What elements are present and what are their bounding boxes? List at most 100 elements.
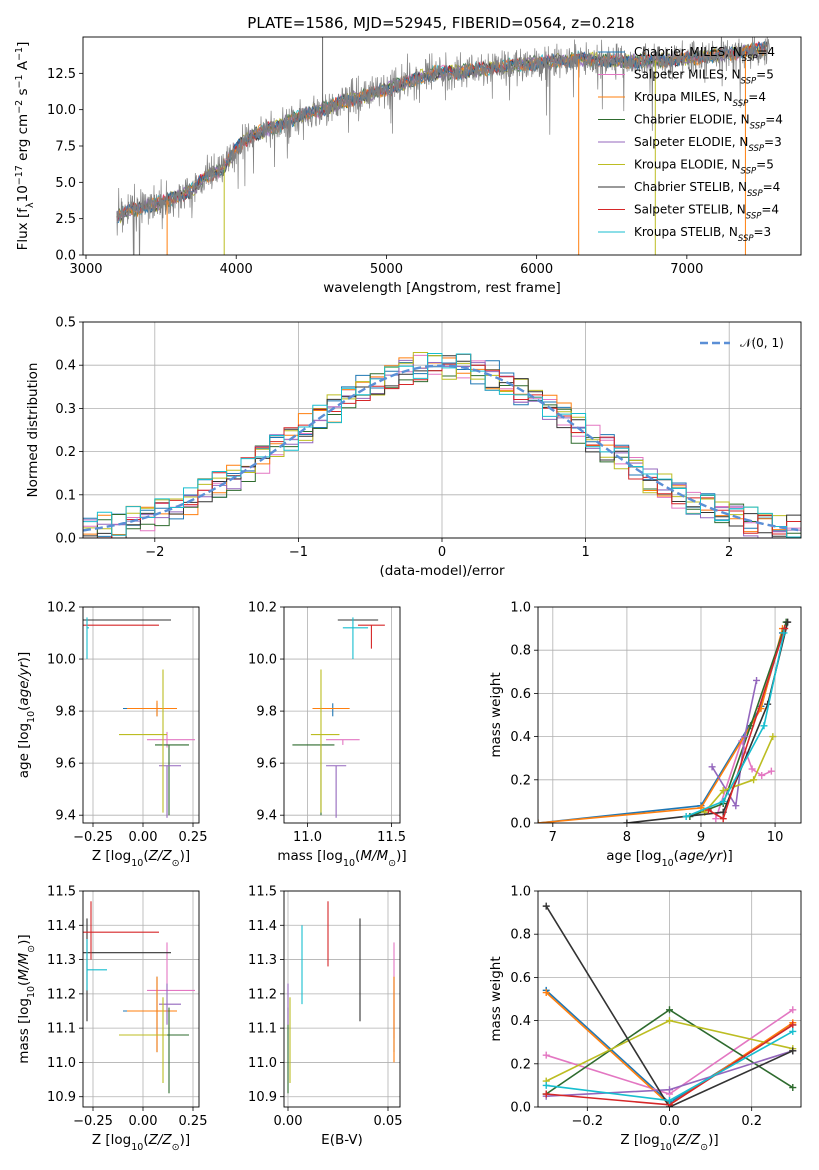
legend-entry: 𝒩(0, 1) xyxy=(740,336,784,350)
massweight_vs_Z-y-label: mass weight xyxy=(488,956,504,1041)
age_vs_mass-axes: 11.0 11.5 9.4 9.6 9.8 10.0 10.2 xyxy=(248,601,406,846)
legend-entry: Chabrier ELODIE, NSSP=4 xyxy=(634,113,783,132)
y-tick-label: 7.5 xyxy=(55,140,76,155)
residuals-legend: 𝒩(0, 1) xyxy=(700,336,784,350)
residual-histogram-step xyxy=(83,353,801,538)
residuals-frame xyxy=(82,321,802,539)
y-tick-label: 0.8 xyxy=(510,928,531,943)
x-tick-label: 8 xyxy=(623,830,631,845)
mass-weight-marker xyxy=(542,1090,550,1098)
y-tick-label: 11.4 xyxy=(248,919,277,934)
y-tick-label: 0.0 xyxy=(510,1101,531,1116)
x-tick-label: 2 xyxy=(725,545,733,560)
x-tick-label: 4000 xyxy=(220,262,253,277)
residuals-plot xyxy=(83,352,801,538)
mass_vs_ebv-plot xyxy=(287,901,395,1094)
mass-weight-marker xyxy=(789,1027,797,1035)
x-tick-label: 7000 xyxy=(670,262,703,277)
y-tick-label: 10.0 xyxy=(47,103,76,118)
y-tick-label: 10.0 xyxy=(47,653,76,668)
x-tick-label: 10 xyxy=(767,830,784,845)
y-tick-label: 0.0 xyxy=(55,249,76,264)
spectrum-frame xyxy=(82,36,802,256)
y-tick-label: 1.0 xyxy=(510,885,531,900)
mass_vs_Z-y-label: mass [log10(M/M⊙)] xyxy=(16,934,37,1063)
y-tick-label: 9.6 xyxy=(256,757,277,772)
mass-weight-marker xyxy=(760,722,768,730)
x-tick-label: −1 xyxy=(289,545,308,560)
x-tick-label: 0.0 xyxy=(659,1114,680,1129)
mass-weight-marker xyxy=(542,902,550,910)
mass-weight-marker xyxy=(781,625,789,633)
y-tick-label: 0.4 xyxy=(55,359,76,374)
age_vs_Z-y-label: age [log10(age/yr)] xyxy=(16,652,37,778)
age_vs_Z-x-label: Z [log10(Z/Z⊙)] xyxy=(92,848,190,869)
y-tick-label: 0.2 xyxy=(55,445,76,460)
y-tick-label: 11.3 xyxy=(47,953,76,968)
residuals-y-label: Normed distribution xyxy=(25,363,41,498)
x-tick-label: 0.00 xyxy=(129,830,158,845)
x-tick-label: −0.2 xyxy=(572,1114,604,1129)
spectrum-legend: Chabrier MILES, NSSP=4 Salpeter MILES, NS… xyxy=(598,45,783,244)
mass-weight-marker xyxy=(712,815,720,823)
legend-entry: Salpeter ELODIE, NSSP=3 xyxy=(634,135,782,154)
mass-weight-marker xyxy=(719,815,727,823)
spectrum-x-label: wavelength [Angstrom, rest frame] xyxy=(323,280,561,296)
y-tick-label: 0.6 xyxy=(510,687,531,702)
residual-histogram-step xyxy=(83,353,801,538)
mass-weight-marker xyxy=(542,989,550,997)
x-tick-label: −2 xyxy=(145,545,164,560)
y-tick-label: 0.0 xyxy=(55,532,76,547)
legend-entry: Kroupa STELIB, NSSP=3 xyxy=(634,225,771,244)
x-tick-label: −0.25 xyxy=(73,830,113,845)
mass-vs-ebv-x-label: E(B-V) xyxy=(321,1132,363,1148)
y-tick-label: 11.5 xyxy=(248,885,277,900)
x-tick-label: 0.00 xyxy=(274,1114,303,1129)
x-tick-label: 9 xyxy=(697,830,705,845)
mass-weight-marker xyxy=(708,763,716,771)
legend-entry: Salpeter MILES, NSSP=5 xyxy=(634,68,774,87)
y-tick-label: 0.2 xyxy=(510,773,531,788)
massweight_vs_age-axes: 7 8 9 10 0.0 0.2 0.4 0.6 0.8 1.0 xyxy=(510,601,801,845)
age_vs_Z-plot xyxy=(83,617,195,818)
y-tick-label: 11.5 xyxy=(47,885,76,900)
mass_vs_Z-frame xyxy=(82,890,200,1108)
y-tick-label: 11.2 xyxy=(248,987,277,1002)
y-tick-label: 0.8 xyxy=(510,644,531,659)
y-tick-label: 9.6 xyxy=(55,757,76,772)
x-tick-label: 0.25 xyxy=(179,1114,208,1129)
mass_vs_Z-x-label: Z [log10(Z/Z⊙)] xyxy=(92,1132,190,1153)
age_vs_mass-x-label: mass [log10(M/M⊙)] xyxy=(277,848,406,869)
mass-weight-marker xyxy=(769,733,777,741)
mass-weight-line xyxy=(685,632,785,818)
mass-weight-marker xyxy=(732,802,740,810)
legend-entry: Kroupa MILES, NSSP=4 xyxy=(634,90,766,109)
mass-weight-marker xyxy=(789,1084,797,1092)
x-tick-label: −0.25 xyxy=(73,1114,113,1129)
mass-weight-marker xyxy=(682,813,690,821)
massweight_vs_age-plot xyxy=(538,618,792,823)
observed-spectrum-line xyxy=(116,37,770,255)
x-tick-label: 0.25 xyxy=(179,830,208,845)
y-tick-label: 11.2 xyxy=(47,987,76,1002)
y-tick-label: 9.4 xyxy=(256,809,277,824)
y-tick-label: 0.3 xyxy=(55,402,76,417)
y-tick-label: 9.4 xyxy=(55,809,76,824)
mass-weight-marker xyxy=(719,787,727,795)
mass-weight-line xyxy=(545,905,794,1107)
massweight_vs_age-x-label: age [log10(age/yr)] xyxy=(606,848,732,869)
mass-weight-marker xyxy=(623,819,631,823)
mass-weight-marker xyxy=(741,733,749,741)
x-tick-label: 3000 xyxy=(69,262,102,277)
x-tick-label: 11.0 xyxy=(293,830,322,845)
legend-entry: Chabrier STELIB, NSSP=4 xyxy=(634,180,780,199)
y-tick-label: 9.8 xyxy=(256,705,277,720)
figure-title: PLATE=1586, MJD=52945, FIBERID=0564, z=0… xyxy=(247,14,634,32)
y-tick-label: 0.4 xyxy=(510,1014,531,1029)
mass-weight-marker xyxy=(666,1017,673,1025)
age_vs_mass-plot xyxy=(292,617,385,818)
mass-weight-line xyxy=(704,736,774,813)
y-tick-label: 10.2 xyxy=(248,601,277,616)
x-tick-label: 7 xyxy=(549,830,557,845)
massweight_vs_age-frame xyxy=(537,606,802,824)
